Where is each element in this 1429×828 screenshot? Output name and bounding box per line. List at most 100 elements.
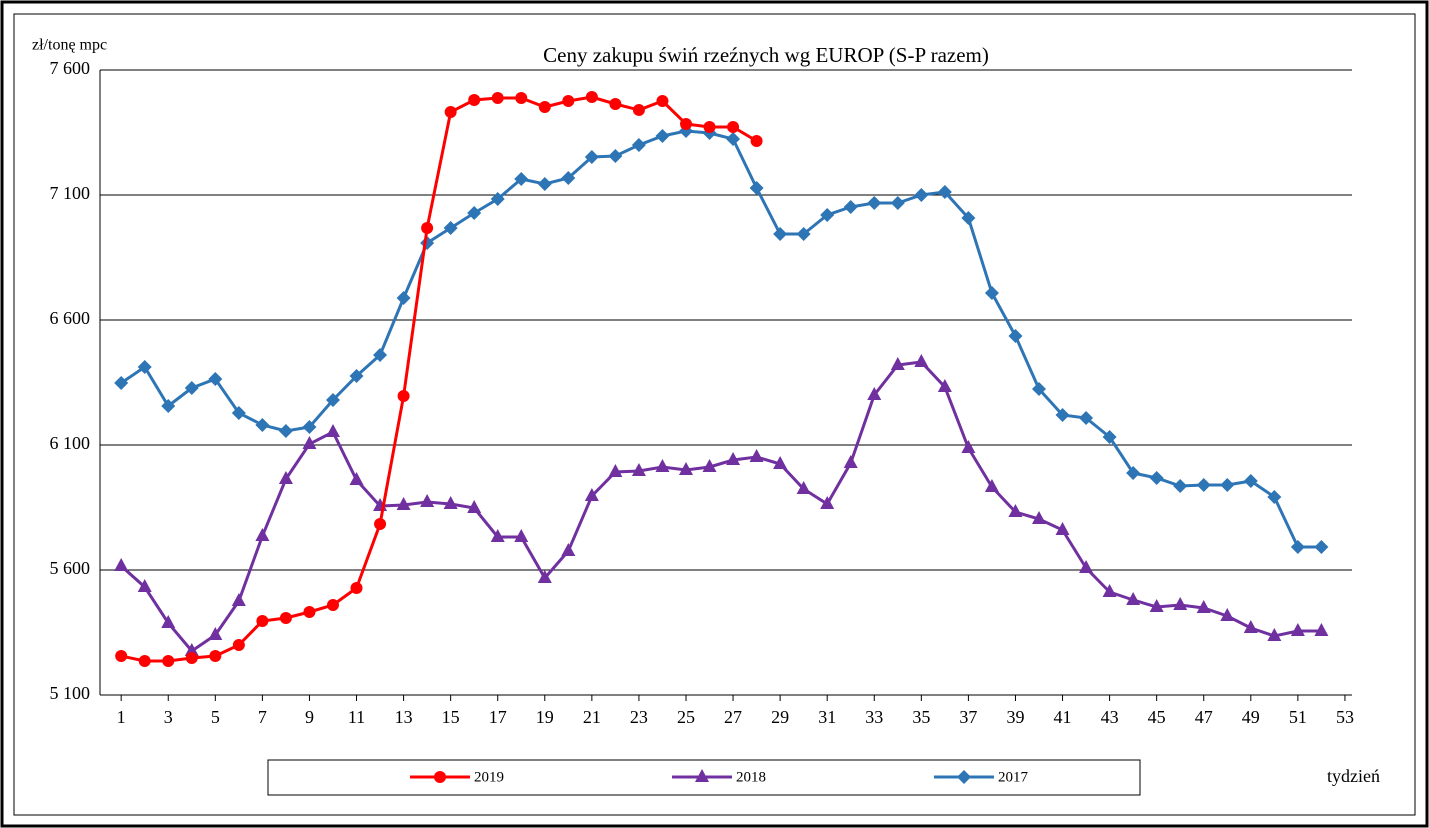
- x-tick-label: 27: [724, 707, 742, 727]
- point: [656, 95, 669, 107]
- point: [703, 121, 716, 133]
- x-tick-label: 5: [211, 707, 220, 727]
- x-tick-label: 7: [258, 707, 267, 727]
- point: [278, 424, 293, 438]
- point: [890, 196, 905, 210]
- point: [1220, 608, 1235, 621]
- x-tick-label: 13: [395, 707, 413, 727]
- point: [278, 471, 293, 484]
- point: [514, 529, 529, 542]
- point: [773, 456, 788, 469]
- point: [727, 121, 740, 133]
- point: [820, 208, 835, 222]
- point: [1149, 599, 1164, 612]
- x-tick-label: 49: [1242, 707, 1260, 727]
- point: [302, 436, 317, 449]
- point: [396, 497, 411, 510]
- point: [843, 455, 858, 468]
- point: [937, 379, 952, 392]
- point: [491, 92, 504, 104]
- point: [796, 481, 811, 494]
- point: [443, 496, 458, 509]
- point: [608, 464, 623, 477]
- x-tick-label: 29: [771, 707, 789, 727]
- point: [137, 579, 152, 592]
- point: [185, 652, 198, 664]
- point: [231, 593, 246, 606]
- point: [702, 459, 717, 472]
- point: [255, 528, 270, 541]
- series-line: [120, 95, 758, 663]
- point: [467, 206, 482, 220]
- point: [231, 406, 246, 420]
- point: [1126, 592, 1141, 605]
- x-tick-label: 37: [959, 707, 977, 727]
- legend-label: 2018: [736, 769, 766, 785]
- y-tick-label: 7 100: [50, 183, 91, 203]
- point: [1032, 382, 1046, 396]
- legend-label: 2019: [474, 769, 504, 785]
- point: [984, 479, 999, 492]
- legend-marker: [434, 771, 446, 783]
- point: [114, 376, 129, 390]
- point: [468, 94, 481, 106]
- point: [538, 101, 551, 113]
- point: [114, 558, 129, 571]
- point: [1102, 430, 1117, 444]
- point: [396, 291, 411, 305]
- point: [608, 149, 623, 163]
- point: [162, 655, 175, 667]
- y-tick-label: 6 100: [50, 433, 91, 453]
- point: [161, 399, 176, 413]
- x-tick-label: 33: [865, 707, 883, 727]
- point: [232, 639, 245, 651]
- x-tick-label: 3: [164, 707, 173, 727]
- x-tick-label: 23: [630, 707, 648, 727]
- point: [209, 650, 222, 662]
- point: [914, 188, 929, 202]
- series-line: [120, 129, 1322, 549]
- point: [1149, 471, 1164, 485]
- point: [1290, 623, 1305, 636]
- point: [443, 221, 458, 235]
- point: [1055, 408, 1070, 422]
- x-tick-label: 45: [1148, 707, 1166, 727]
- point: [890, 357, 905, 370]
- point: [632, 104, 645, 116]
- point: [279, 612, 292, 624]
- series-line: [120, 360, 1322, 654]
- point: [444, 106, 457, 118]
- point: [631, 138, 646, 152]
- point: [655, 129, 670, 143]
- point: [867, 196, 882, 210]
- point: [1173, 479, 1188, 493]
- legend-marker: [695, 769, 709, 782]
- y-tick-label: 6 600: [50, 308, 91, 328]
- point: [1314, 623, 1329, 636]
- point: [726, 452, 741, 465]
- point: [678, 462, 693, 475]
- point: [561, 171, 576, 185]
- point: [303, 606, 316, 618]
- point: [655, 459, 670, 472]
- point: [138, 655, 151, 667]
- point: [137, 360, 152, 374]
- point: [490, 192, 505, 206]
- point: [537, 177, 552, 191]
- point: [1243, 474, 1258, 488]
- point: [350, 582, 363, 594]
- point: [749, 449, 764, 462]
- point: [374, 518, 387, 530]
- point: [1220, 478, 1235, 492]
- legend-marker: [957, 770, 971, 784]
- point: [726, 132, 741, 146]
- point: [561, 543, 576, 556]
- point: [349, 369, 364, 383]
- point: [397, 390, 410, 402]
- x-tick-label: 53: [1336, 707, 1354, 727]
- chart-title: Ceny zakupu świń rzeźnych wg EUROP (S-P …: [543, 43, 989, 67]
- point: [325, 393, 340, 407]
- point: [631, 463, 646, 476]
